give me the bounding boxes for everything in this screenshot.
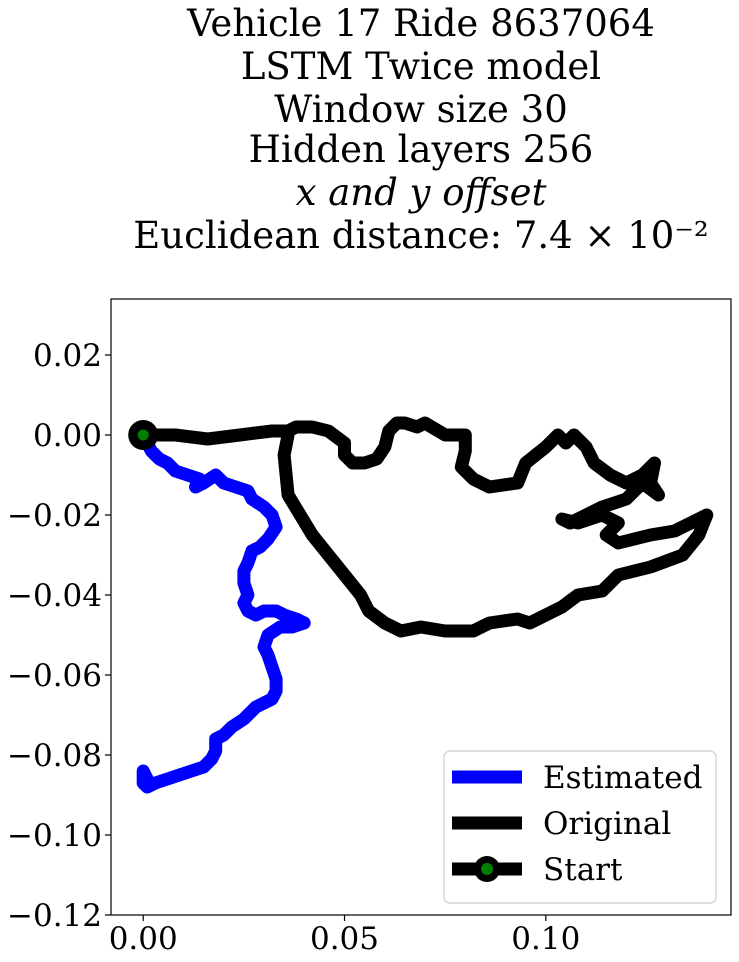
legend: Estimated Original Start xyxy=(443,750,717,904)
series-line-estimated xyxy=(136,428,311,794)
start-marker-center xyxy=(137,429,149,441)
title-line-6: Euclidean distance: 7.4 × 10⁻² xyxy=(133,214,708,257)
title-line-2: LSTM Twice model xyxy=(241,45,601,88)
x-tick-label: 0.05 xyxy=(310,921,379,957)
y-tick-label: −0.12 xyxy=(7,898,102,934)
title-line-1: Vehicle 17 Ride 8637064 xyxy=(186,2,655,45)
y-tick-label: −0.06 xyxy=(7,658,102,694)
x-axis-ticks: 0.00 0.05 0.10 xyxy=(109,915,580,957)
y-tick-label: 0.00 xyxy=(33,418,102,454)
legend-original-label: Original xyxy=(543,806,671,842)
y-tick-label: −0.10 xyxy=(7,818,102,854)
title-line-3: Window size 30 xyxy=(274,88,568,131)
x-tick-label: 0.10 xyxy=(511,921,580,957)
plot-frame xyxy=(110,298,732,916)
start-marker-layer xyxy=(128,420,159,450)
title-line-4: Hidden layers 256 xyxy=(249,128,594,171)
legend-start-marker-center xyxy=(481,863,493,875)
y-tick-label: −0.02 xyxy=(7,498,102,534)
series-line-original xyxy=(136,416,714,638)
y-axis-ticks: 0.02 0.00 −0.02 −0.04 −0.06 −0.08 −0.10 −0.12 xyxy=(7,338,111,934)
series-layer xyxy=(136,416,714,794)
y-tick-label: −0.04 xyxy=(7,578,102,614)
title-line-5: x and y offset xyxy=(296,171,547,214)
legend-start-label: Start xyxy=(543,852,623,888)
y-tick-label: 0.02 xyxy=(33,338,102,374)
legend-estimated-label: Estimated xyxy=(543,760,702,796)
x-tick-label: 0.00 xyxy=(109,921,178,957)
y-tick-label: −0.08 xyxy=(7,738,102,774)
chart-title: Vehicle 17 Ride 8637064 LSTM Twice model… xyxy=(133,2,708,257)
